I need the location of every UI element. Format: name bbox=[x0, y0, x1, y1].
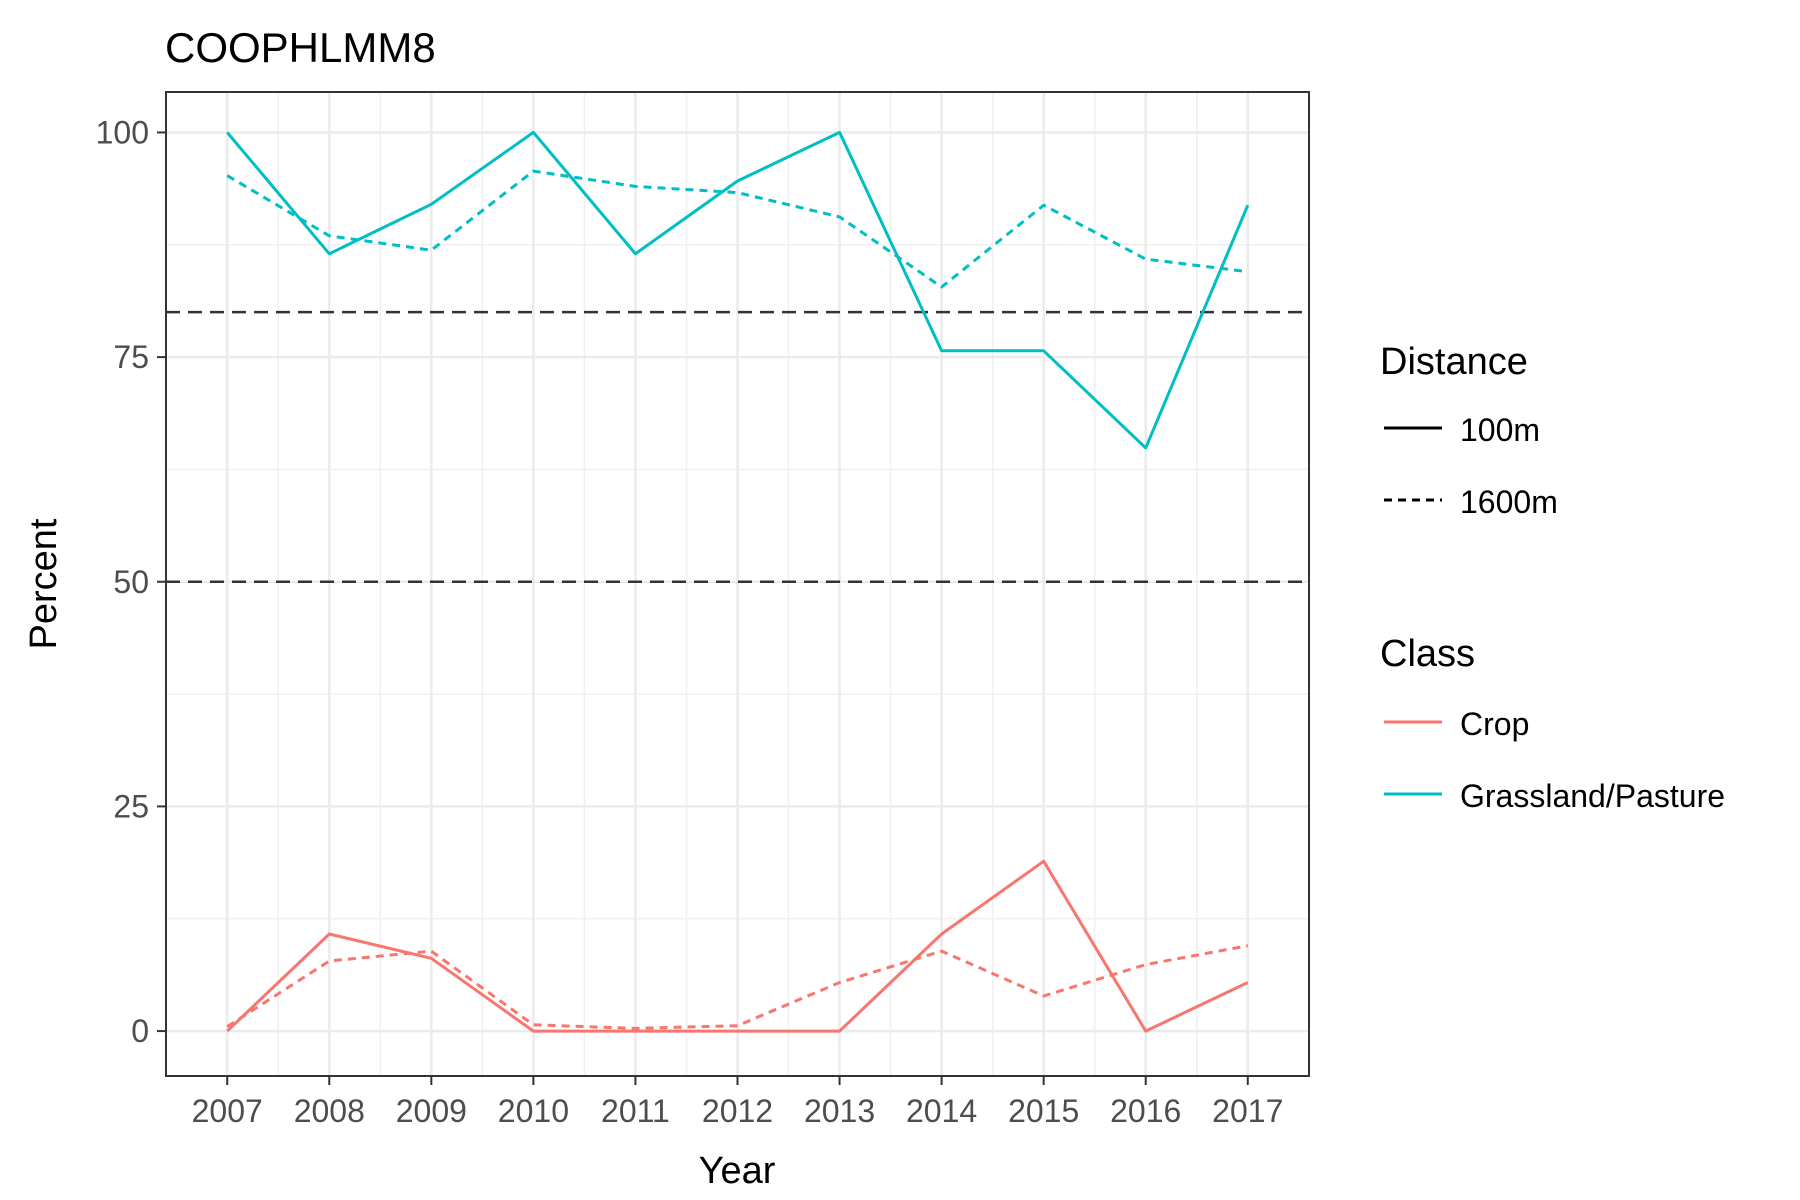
x-tick-label: 2009 bbox=[396, 1093, 467, 1129]
series-line-grassland-pasture-100m bbox=[226, 130, 1250, 450]
series-line-crop-100m bbox=[226, 859, 1249, 1033]
x-tick-label: 2013 bbox=[804, 1093, 875, 1129]
x-axis: 2007 2008 2009 2010 2011 2012 2013 2014 2015 2016… bbox=[192, 1076, 1283, 1129]
reference-lines bbox=[166, 310, 1309, 584]
x-tick-label: 2015 bbox=[1008, 1093, 1079, 1129]
x-tick-label: 2010 bbox=[498, 1093, 569, 1129]
chart-title: COOPHLMM8 bbox=[165, 24, 436, 71]
x-axis-title: Year bbox=[699, 1150, 776, 1192]
x-tick-label: 2012 bbox=[702, 1093, 773, 1129]
series-line-crop-1600m bbox=[226, 944, 1249, 1030]
x-tick-label: 2008 bbox=[294, 1093, 365, 1129]
x-tick-label: 2011 bbox=[601, 1093, 670, 1129]
y-axis-title: Percent bbox=[23, 518, 65, 649]
y-tick-label: 100 bbox=[96, 114, 149, 150]
series-lines bbox=[226, 130, 1250, 1033]
y-tick-label: 25 bbox=[113, 788, 149, 824]
y-tick-label: 50 bbox=[113, 564, 149, 600]
series-line-grassland-pasture-1600m bbox=[226, 169, 1248, 289]
legend-label-grassland-pasture: Grassland/Pasture bbox=[1460, 778, 1725, 814]
plot-area bbox=[165, 91, 1310, 1077]
legend-distance-title: Distance bbox=[1380, 341, 1528, 383]
x-tick-label: 2007 bbox=[192, 1093, 263, 1129]
y-tick-label: 0 bbox=[131, 1013, 149, 1049]
x-tick-label: 2014 bbox=[906, 1093, 977, 1129]
x-tick-label: 2016 bbox=[1110, 1093, 1181, 1129]
legend-label-1600m: 1600m bbox=[1460, 484, 1558, 520]
x-tick-label: 2017 bbox=[1212, 1093, 1283, 1129]
legend: Distance 100m 1600m Class Crop Grassland… bbox=[1380, 341, 1725, 814]
legend-class-title: Class bbox=[1380, 633, 1475, 675]
legend-label-100m: 100m bbox=[1460, 412, 1540, 448]
legend-label-crop: Crop bbox=[1460, 706, 1529, 742]
y-axis: 0 25 50 75 100 bbox=[96, 114, 166, 1049]
y-tick-label: 75 bbox=[113, 339, 149, 375]
